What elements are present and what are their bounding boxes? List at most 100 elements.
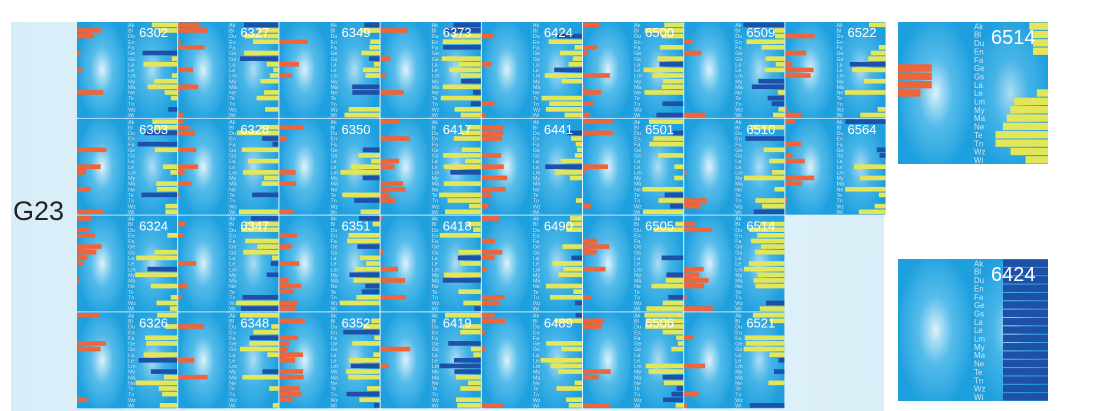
bar-left <box>279 386 300 391</box>
bar-right <box>352 341 380 346</box>
row-label: Wz <box>229 301 237 307</box>
row-label: Lm <box>634 364 642 370</box>
bar-left <box>684 306 713 311</box>
row-label: Tn <box>634 392 640 398</box>
row-label: Wi <box>432 113 438 119</box>
row-label: Ma <box>432 85 439 91</box>
row-label: En <box>735 330 742 336</box>
row-label: Bl <box>331 319 336 325</box>
bar-left <box>785 107 788 112</box>
row-label: Ak <box>432 313 439 319</box>
row-label: Gs <box>229 250 236 256</box>
bar-left <box>178 22 201 28</box>
bar-right <box>572 56 582 61</box>
bar-left <box>684 283 705 289</box>
row-label: Tn <box>432 199 438 205</box>
row-label: Fa <box>331 336 337 342</box>
bar-right <box>245 221 279 227</box>
row-label: Te <box>533 193 539 199</box>
bar-left <box>481 175 508 181</box>
row-label: My <box>432 176 439 182</box>
bar-right <box>462 324 481 329</box>
bar-left <box>279 374 304 380</box>
bar-left <box>785 67 814 73</box>
bar-right <box>240 346 279 352</box>
row-label: Te <box>735 290 741 296</box>
row-label: Tn <box>432 392 438 398</box>
row-label: Wz <box>128 204 136 210</box>
row-label: My <box>735 79 742 85</box>
bar-right <box>356 294 380 300</box>
row-label: Wz <box>432 107 440 113</box>
row-label: Gs <box>837 154 844 160</box>
bar-right <box>266 61 279 67</box>
bar-right <box>554 67 582 73</box>
row-label: La <box>432 256 438 262</box>
row-label: Lm <box>331 170 339 176</box>
row-label: Ne <box>128 91 135 97</box>
bar-left <box>380 158 400 164</box>
row-label: Wz <box>432 398 440 404</box>
row-label: Te <box>331 193 337 199</box>
bar-right <box>147 266 178 272</box>
row-label: Du <box>735 34 742 40</box>
row-label: Le <box>634 68 640 74</box>
row-label: Ma <box>432 182 439 188</box>
bar-left <box>583 170 585 175</box>
bar-right <box>469 203 481 209</box>
bar-right <box>863 78 886 84</box>
bar-left <box>77 397 88 403</box>
bar-right <box>642 186 684 192</box>
row-label: Ak <box>331 313 338 319</box>
bar-right <box>750 124 785 130</box>
row-label: En <box>735 137 742 143</box>
row-label: Te <box>331 96 337 102</box>
bar-left <box>279 346 288 352</box>
row-label: Lm <box>432 170 440 176</box>
bar-right <box>346 238 380 244</box>
row-label: Ak <box>229 313 236 319</box>
bar-right <box>876 147 886 153</box>
bar-left <box>178 192 180 198</box>
bar-right <box>374 403 380 408</box>
bar-right <box>661 255 684 261</box>
row-label: Le <box>533 358 539 364</box>
bar-right <box>245 238 279 244</box>
bar-left <box>279 341 290 346</box>
row-label: Wi <box>432 210 438 216</box>
row-label: Te <box>634 193 640 199</box>
bar-left <box>279 124 304 130</box>
row-label: Ne <box>735 284 742 290</box>
bar-left <box>77 255 88 261</box>
row-label: Ma <box>432 375 439 381</box>
bar-right <box>768 380 785 386</box>
bar-right <box>454 369 481 374</box>
row-label: Le <box>229 165 235 171</box>
bar-left <box>77 244 102 249</box>
row-label: Fa <box>837 46 843 52</box>
bar-right <box>350 363 380 369</box>
bar-left <box>684 227 712 233</box>
row-label: La <box>634 256 640 262</box>
row-label: Ne <box>229 91 236 97</box>
row-label: Lm <box>128 364 136 370</box>
bar-right <box>761 244 785 249</box>
bar-right <box>661 33 684 39</box>
bar-left <box>481 329 485 335</box>
panel-glow <box>129 215 176 312</box>
row-label: Ne <box>634 187 641 193</box>
row-label: La <box>533 256 539 262</box>
row-label: Fa <box>634 336 640 342</box>
row-label: Te <box>229 96 235 102</box>
row-label: Bl <box>331 29 336 35</box>
row-label: Ne <box>974 123 985 132</box>
row-label: Ak <box>735 217 742 223</box>
bar-right <box>653 227 684 233</box>
row-label: Ge <box>432 342 439 348</box>
row-label: En <box>229 233 236 239</box>
row-label: Wi <box>735 404 741 410</box>
